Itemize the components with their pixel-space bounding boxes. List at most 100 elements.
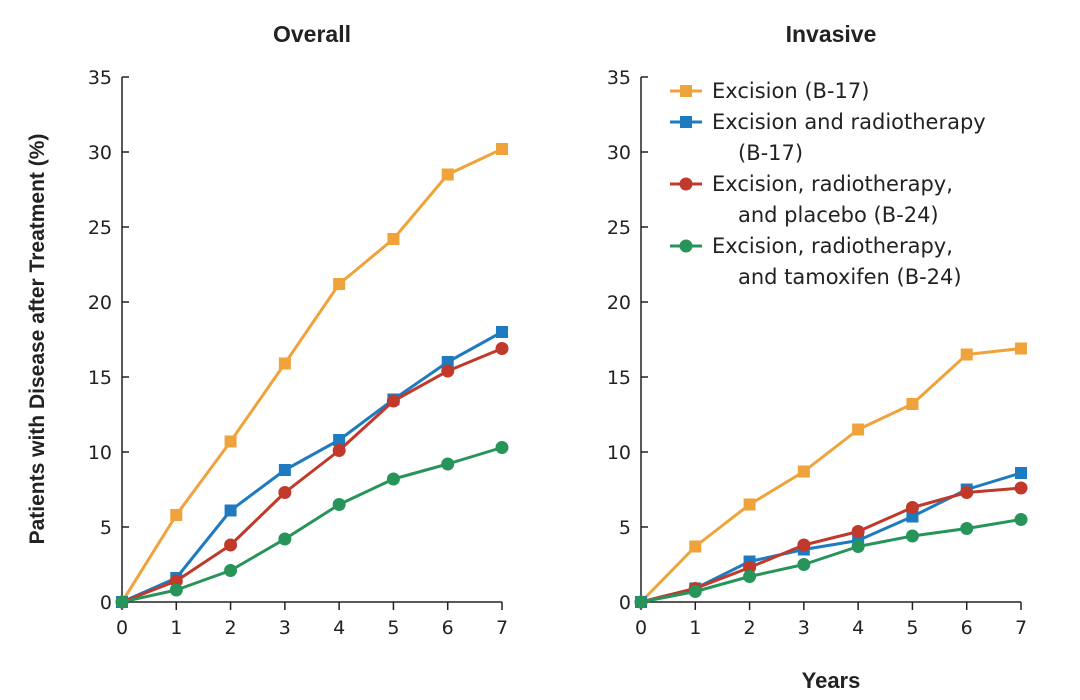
data-point (332, 498, 346, 511)
x-tick-label: 0 (116, 617, 128, 639)
data-point (797, 558, 811, 571)
data-point (797, 465, 810, 478)
data-point (1015, 342, 1027, 355)
data-point (224, 538, 238, 552)
data-point (634, 595, 648, 609)
x-tick-label: 1 (689, 617, 701, 639)
data-point (689, 540, 702, 553)
y-tick-label: 35 (607, 67, 631, 89)
y-tick-label: 0 (619, 592, 631, 614)
data-point (495, 441, 509, 454)
data-point (387, 233, 400, 245)
data-point (743, 561, 757, 574)
legend-item-excision: Excision (B-17) (670, 79, 869, 103)
data-point (852, 423, 865, 436)
x-tick-label: 5 (387, 617, 399, 639)
data-point (495, 342, 509, 355)
x-tick-label: 4 (852, 617, 864, 639)
legend-label: Excision (B-17) (712, 79, 869, 103)
data-point (906, 398, 919, 410)
data-point (496, 143, 508, 155)
x-tick-label: 3 (279, 617, 291, 639)
y-tick-label: 25 (88, 217, 112, 239)
data-point (333, 434, 346, 446)
x-tick-label: 2 (225, 617, 237, 639)
legend: Excision (B-17) Excision and radiotherapy… (670, 79, 986, 289)
x-tick-label: 4 (333, 617, 345, 639)
data-point (905, 529, 919, 543)
y-tick-label: 30 (88, 142, 112, 164)
data-point (1014, 513, 1028, 526)
data-point (743, 570, 757, 583)
data-point (851, 540, 865, 553)
y-tick-label: 10 (607, 442, 631, 464)
series-line (640, 518, 1022, 604)
series-line (121, 347, 503, 604)
data-point (278, 464, 291, 476)
legend-item-tamoxifen: Excision, radiotherapy, and tamoxifen (B-… (670, 234, 962, 289)
panel-title: Invasive (786, 21, 877, 47)
legend-label: (B-17) (738, 141, 803, 165)
data-point (851, 525, 865, 538)
x-tick-label: 1 (170, 617, 182, 639)
data-point (386, 394, 400, 408)
x-tick-label: 3 (798, 617, 810, 639)
data-point (905, 501, 919, 514)
data-point (960, 522, 974, 535)
panel-invasive: Invasive 0 5 10 15 20 25 30 35 0 1 2 3 4 5 6 7 (607, 21, 1028, 639)
data-point (224, 435, 237, 448)
legend-marker (679, 239, 693, 253)
data-point (1014, 481, 1028, 495)
data-point (441, 168, 454, 181)
x-tick-label: 6 (442, 617, 454, 639)
y-tick-label: 5 (100, 517, 112, 539)
data-point (1015, 467, 1027, 479)
legend-label: and tamoxifen (B-24) (738, 265, 962, 289)
data-point (170, 509, 183, 521)
legend-label: and placebo (B-24) (738, 203, 939, 227)
legend-marker (680, 116, 692, 128)
x-tick-label: 6 (961, 617, 973, 639)
series-tamoxifen (634, 513, 1028, 609)
y-tick-label: 0 (100, 592, 112, 614)
legend-marker (679, 177, 693, 191)
x-tick-label: 7 (1015, 617, 1027, 639)
data-point (496, 326, 508, 338)
data-point (906, 510, 919, 523)
series-tamoxifen (115, 441, 509, 609)
x-tick-label: 7 (496, 617, 508, 639)
data-point (333, 278, 346, 290)
data-point (278, 486, 292, 499)
x-tick-label: 0 (635, 617, 647, 639)
series-line (121, 330, 503, 604)
series-placebo (115, 342, 509, 609)
x-axis-label: Years (802, 668, 861, 693)
data-point (960, 348, 973, 361)
data-point (224, 504, 237, 517)
y-tick-label: 35 (88, 67, 112, 89)
series-line (640, 486, 1022, 604)
series-excision (635, 342, 1027, 608)
data-point (169, 574, 183, 588)
legend-label: Excision, radiotherapy, (712, 234, 953, 258)
data-point (441, 356, 454, 368)
data-point (115, 595, 129, 609)
y-tick-label: 15 (88, 367, 112, 389)
data-point (441, 364, 455, 378)
y-axis-label: Patients with Disease after Treatment (%… (26, 134, 49, 545)
y-tick-label: 25 (607, 217, 631, 239)
x-tick-label: 2 (744, 617, 756, 639)
y-tick-label: 20 (607, 292, 631, 314)
series-line (120, 147, 503, 603)
y-tick-label: 15 (607, 367, 631, 389)
y-tick-label: 5 (619, 517, 631, 539)
data-point (960, 486, 974, 499)
panel-overall: Overall 0 5 10 15 20 25 30 35 0 1 2 3 4 5 6 7 (88, 21, 509, 639)
legend-item-placebo: Excision, radiotherapy, and placebo (B-24… (670, 172, 953, 227)
data-point (278, 532, 292, 546)
series-line (121, 446, 503, 604)
legend-label: Excision, radiotherapy, (712, 172, 953, 196)
y-tick-label: 20 (88, 292, 112, 314)
